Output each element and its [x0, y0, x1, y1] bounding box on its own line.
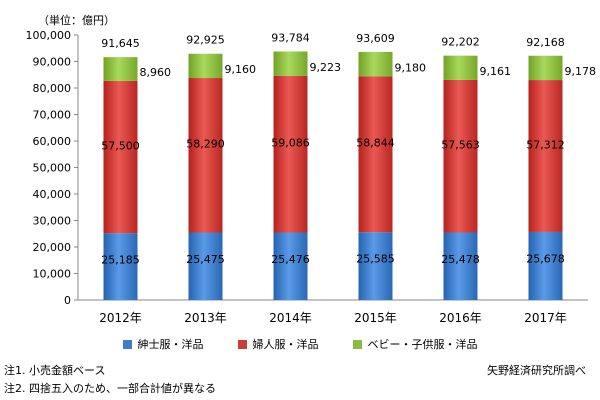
y-tick-label: 40,000	[33, 188, 72, 201]
bar-segment-kids	[273, 51, 308, 76]
data-label-kids: 9,223	[310, 61, 342, 74]
bar-segment-womens	[358, 76, 393, 233]
legend-label-womens: 婦人服・洋品	[252, 338, 319, 351]
data-label-womens: 57,563	[441, 139, 480, 152]
x-tick-label: 2017年	[524, 311, 567, 325]
bar-segment-kids	[528, 55, 563, 81]
data-label-total: 92,925	[186, 34, 225, 47]
data-label-mens: 25,475	[186, 253, 225, 266]
x-tick-label: 2015年	[354, 311, 397, 325]
bar-segment-mens	[443, 232, 478, 300]
data-label-womens: 57,500	[101, 139, 140, 152]
data-label-kids: 9,178	[565, 65, 597, 78]
legend-label-kids: ベビー・子供服・洋品	[367, 338, 478, 351]
y-tick-label: 80,000	[33, 82, 72, 95]
y-tick-label: 90,000	[33, 56, 72, 69]
legend-item-kids: ベビー・子供服・洋品	[352, 336, 478, 352]
data-label-total: 93,784	[271, 31, 310, 44]
bar-segment-mens	[188, 232, 223, 300]
y-tick-label: 10,000	[33, 268, 72, 281]
data-label-kids: 8,960	[140, 66, 172, 79]
x-tick-label: 2014年	[269, 311, 312, 325]
x-tick-label: 2013年	[184, 311, 227, 325]
bar-segment-womens	[188, 78, 223, 233]
legend-label-mens: 紳士服・洋品	[137, 338, 204, 351]
unit-label: （単位：億円）	[38, 14, 115, 27]
data-label-mens: 25,185	[101, 253, 140, 266]
y-tick-label: 30,000	[33, 215, 72, 228]
bar-segment-kids	[443, 55, 478, 80]
bar-segment-mens	[528, 231, 563, 300]
legend-item-womens: 婦人服・洋品	[237, 336, 319, 352]
legend-item-mens: 紳士服・洋品	[122, 336, 204, 352]
footnote-2: 注2. 四捨五入のため、一部合計値が異なる	[4, 382, 216, 395]
bar-segment-kids	[103, 57, 138, 81]
data-label-mens: 25,585	[356, 253, 395, 266]
data-label-kids: 9,180	[395, 61, 427, 74]
bar-segment-mens	[273, 232, 308, 300]
data-label-total: 92,202	[441, 36, 480, 49]
bar-segment-womens	[273, 75, 308, 233]
data-label-total: 92,168	[526, 36, 565, 49]
bar-segment-kids	[188, 53, 223, 79]
x-tick-label: 2012年	[99, 311, 142, 325]
legend-swatch-womens	[237, 339, 247, 349]
y-tick-label: 50,000	[33, 162, 72, 175]
y-tick-label: 60,000	[33, 135, 72, 148]
data-label-mens: 25,678	[526, 253, 565, 266]
source-credit: 矢野経済研究所調べ	[487, 364, 586, 377]
data-label-kids: 9,161	[480, 65, 512, 78]
bar-segment-womens	[443, 79, 478, 233]
bar-segment-mens	[358, 232, 393, 300]
bar-segment-kids	[358, 51, 393, 77]
y-tick-label: 20,000	[33, 241, 72, 254]
legend-swatch-kids	[352, 339, 362, 349]
bar-segment-womens	[528, 80, 563, 232]
y-tick-label: 100,000	[26, 29, 72, 42]
data-label-mens: 25,476	[271, 253, 310, 266]
data-label-womens: 57,312	[526, 138, 565, 151]
bar-segment-mens	[103, 233, 138, 300]
data-label-kids: 9,160	[225, 63, 257, 76]
data-label-total: 93,609	[356, 32, 395, 45]
data-label-womens: 59,086	[271, 136, 310, 149]
data-label-womens: 58,844	[356, 136, 395, 149]
y-tick-label: 70,000	[33, 109, 72, 122]
data-label-total: 91,645	[101, 37, 140, 50]
chart-legend: 紳士服・洋品 婦人服・洋品 ベビー・子供服・洋品	[0, 336, 600, 352]
footnote-1: 注1. 小売金額ベース	[4, 364, 106, 377]
legend-swatch-mens	[122, 339, 132, 349]
y-tick-label: 0	[64, 294, 71, 307]
x-tick-label: 2016年	[439, 311, 482, 325]
data-label-womens: 58,290	[186, 138, 225, 151]
data-label-mens: 25,478	[441, 253, 480, 266]
bar-segment-womens	[103, 80, 138, 234]
